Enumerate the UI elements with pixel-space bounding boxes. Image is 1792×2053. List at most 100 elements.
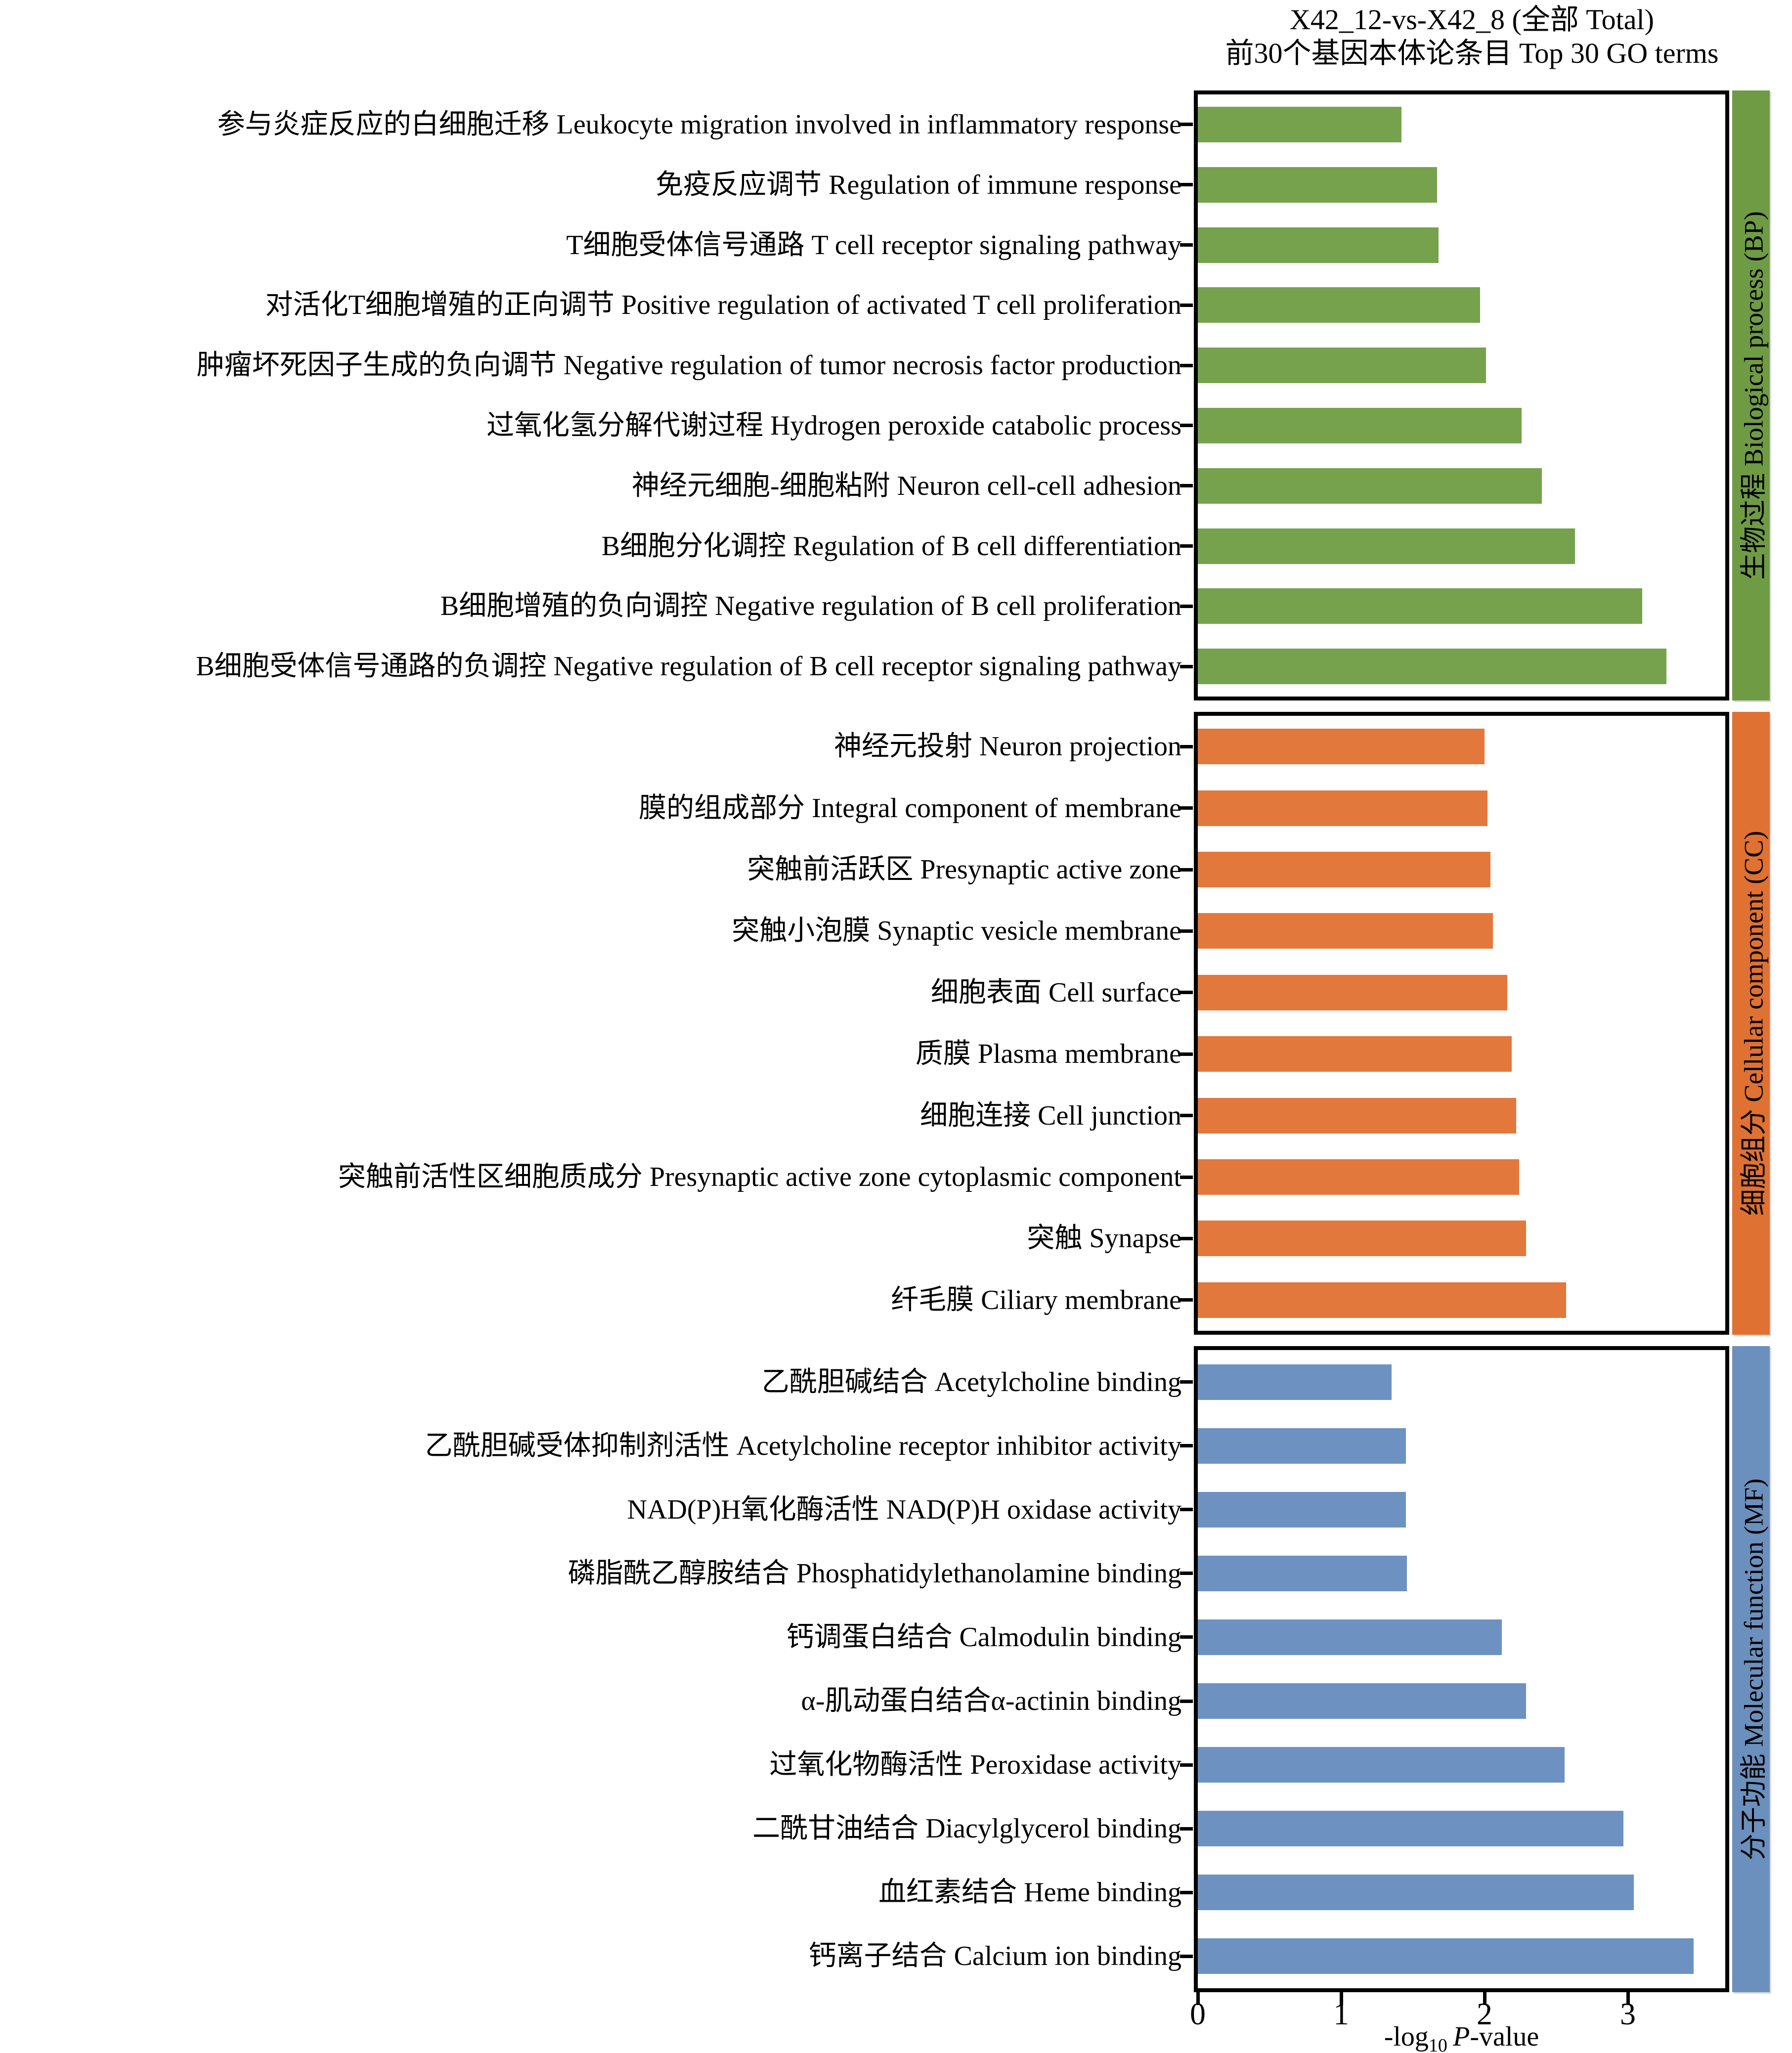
bar-bp-5 — [1198, 348, 1486, 383]
bar-mf-9 — [1198, 1875, 1634, 1910]
row-label: 突触前活性区细胞质成分 Presynaptic active zone cyto… — [338, 1162, 1181, 1192]
x-axis-title-pvalue: P — [1453, 2021, 1470, 2052]
row-label: 乙酰胆碱受体抑制剂活性 Acetylcholine receptor inhib… — [425, 1431, 1181, 1461]
y-tick — [1180, 1298, 1193, 1302]
y-tick — [1180, 544, 1193, 548]
y-tick — [1180, 605, 1193, 608]
row-label: 过氧化氢分解代谢过程 Hydrogen peroxide catabolic p… — [486, 410, 1181, 441]
row-label: NAD(P)H氧化酶活性 NAD(P)H oxidase activity — [627, 1494, 1181, 1525]
y-tick — [1180, 806, 1193, 810]
y-tick — [1180, 1763, 1193, 1767]
bar-mf-5 — [1198, 1619, 1502, 1655]
bar-bp-9 — [1198, 588, 1642, 624]
row-label: T细胞受体信号通路 T cell receptor signaling path… — [566, 230, 1181, 261]
x-axis-title: -log10 P-value — [1198, 2023, 1725, 2053]
row-label: 血红素结合 Heme binding — [878, 1877, 1181, 1908]
y-tick — [1180, 1176, 1193, 1179]
row-label: 肿瘤坏死因子生成的负向调节 Negative regulation of tum… — [196, 350, 1181, 381]
y-tick — [1180, 1508, 1193, 1511]
row-label: B细胞受体信号通路的负调控 Negative regulation of B c… — [196, 651, 1181, 682]
row-label: 突触小泡膜 Synaptic vesicle membrane — [732, 916, 1181, 946]
bar-bp-6 — [1198, 408, 1522, 443]
bar-mf-2 — [1198, 1428, 1406, 1464]
bar-mf-3 — [1198, 1492, 1406, 1528]
chart-title-line1: X42_12-vs-X42_8 (全部 Total) — [1290, 3, 1654, 36]
y-tick — [1180, 424, 1193, 427]
x-axis-title-prefix: -log — [1384, 2021, 1429, 2052]
category-strip-bp: 生物过程 Biological process (BP) — [1732, 90, 1770, 700]
y-tick — [1180, 665, 1193, 668]
row-label: 神经元投射 Neuron projection — [834, 731, 1181, 762]
y-tick — [1180, 1891, 1193, 1894]
chart-title-line2: 前30个基因本体论条目 Top 30 GO terms — [1225, 37, 1719, 70]
y-tick — [1180, 484, 1193, 487]
plot-frame-mf — [1194, 1346, 1729, 1992]
y-tick — [1180, 1380, 1193, 1384]
y-tick — [1180, 304, 1193, 307]
row-label: 细胞连接 Cell junction — [920, 1100, 1181, 1131]
bar-mf-7 — [1198, 1747, 1565, 1783]
x-tick — [1483, 1992, 1486, 2005]
row-label: α-肌动蛋白结合α-actinin binding — [801, 1686, 1181, 1716]
x-tick-label: 3 — [1620, 1996, 1636, 2031]
category-strip-cc: 细胞组分 Cellular component (CC) — [1732, 712, 1770, 1335]
category-strip-label-cc: 细胞组分 Cellular component (CC) — [1739, 830, 1769, 1216]
y-tick — [1180, 364, 1193, 367]
bar-cc-7 — [1198, 1098, 1516, 1134]
y-tick — [1180, 1955, 1193, 1958]
y-tick — [1180, 1237, 1193, 1240]
bar-mf-6 — [1198, 1683, 1526, 1719]
plot-frame-bp — [1194, 90, 1729, 700]
y-tick — [1180, 745, 1193, 748]
y-tick — [1180, 1444, 1193, 1447]
bar-mf-8 — [1198, 1811, 1623, 1846]
row-label: 钙离子结合 Calcium ion binding — [808, 1941, 1181, 1971]
category-strip-mf: 分子功能 Molecular function (MF) — [1732, 1346, 1770, 1992]
y-tick — [1180, 929, 1193, 933]
y-tick — [1180, 183, 1193, 186]
row-label: 参与炎症反应的白细胞迁移 Leukocyte migration involve… — [217, 109, 1181, 140]
bar-cc-3 — [1198, 852, 1490, 887]
plot-frame-cc — [1194, 712, 1729, 1335]
bar-cc-5 — [1198, 975, 1507, 1010]
bar-cc-10 — [1198, 1282, 1566, 1318]
row-label: B细胞增殖的负向调控 Negative regulation of B cell… — [440, 591, 1181, 621]
bar-cc-8 — [1198, 1159, 1519, 1195]
row-label: 膜的组成部分 Integral component of membrane — [639, 793, 1181, 824]
row-label: 突触 Synapse — [1027, 1223, 1181, 1254]
bar-cc-4 — [1198, 913, 1493, 949]
x-axis-title-subscript: 10 — [1428, 2035, 1447, 2053]
row-label: 突触前活跃区 Presynaptic active zone — [747, 854, 1181, 885]
y-tick — [1180, 1572, 1193, 1575]
x-tick — [1340, 1992, 1343, 2005]
row-label: 免疫反应调节 Regulation of immune response — [656, 170, 1181, 200]
x-tick — [1626, 1992, 1630, 2005]
row-label: 钙调蛋白结合 Calmodulin binding — [786, 1622, 1181, 1653]
bar-bp-4 — [1198, 287, 1480, 323]
y-tick — [1180, 1700, 1193, 1703]
y-tick — [1180, 868, 1193, 872]
y-tick — [1180, 991, 1193, 994]
row-label: 纤毛膜 Ciliary membrane — [891, 1285, 1181, 1315]
category-strip-label-mf: 分子功能 Molecular function (MF) — [1739, 1478, 1769, 1860]
bar-cc-1 — [1198, 729, 1485, 764]
bar-cc-6 — [1198, 1036, 1512, 1072]
row-label: 乙酰胆碱结合 Acetylcholine binding — [761, 1367, 1181, 1398]
x-tick-label: 2 — [1477, 1996, 1492, 2031]
row-label: 神经元细胞-细胞粘附 Neuron cell-cell adhesion — [632, 471, 1181, 501]
row-label: 质膜 Plasma membrane — [915, 1039, 1181, 1069]
x-axis-title-suffix: -value — [1470, 2021, 1539, 2052]
row-label: B细胞分化调控 Regulation of B cell differentia… — [601, 531, 1181, 562]
bar-bp-1 — [1198, 107, 1401, 142]
x-tick-label: 0 — [1190, 1996, 1206, 2031]
bar-cc-2 — [1198, 790, 1487, 826]
row-label: 细胞表面 Cell surface — [931, 977, 1181, 1008]
y-tick — [1180, 243, 1193, 247]
bar-mf-4 — [1198, 1556, 1407, 1591]
y-tick — [1180, 1114, 1193, 1117]
row-label: 过氧化物酶活性 Peroxidase activity — [769, 1749, 1181, 1780]
bar-bp-3 — [1198, 227, 1439, 263]
bar-cc-9 — [1198, 1221, 1526, 1256]
bar-bp-10 — [1198, 649, 1666, 684]
